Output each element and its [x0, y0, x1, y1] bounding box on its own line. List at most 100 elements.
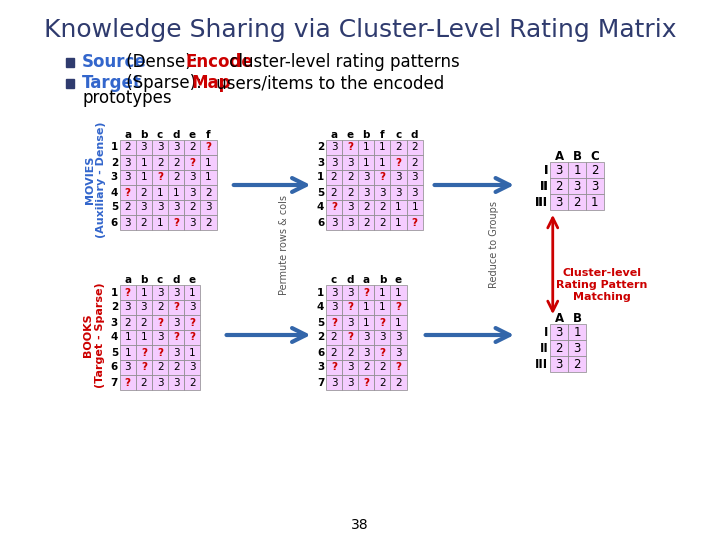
Text: 3: 3 [347, 158, 354, 167]
FancyBboxPatch shape [374, 170, 390, 185]
FancyBboxPatch shape [136, 285, 152, 300]
FancyBboxPatch shape [120, 140, 136, 155]
Text: 1: 1 [317, 287, 324, 298]
Text: 3: 3 [140, 202, 148, 213]
Text: 1: 1 [395, 318, 402, 327]
FancyBboxPatch shape [359, 140, 374, 155]
Text: 1: 1 [125, 333, 131, 342]
Text: 3: 3 [189, 218, 196, 227]
Text: ?: ? [157, 172, 163, 183]
FancyBboxPatch shape [168, 140, 184, 155]
FancyBboxPatch shape [550, 324, 568, 340]
Text: 3: 3 [157, 287, 163, 298]
FancyBboxPatch shape [550, 162, 568, 178]
FancyBboxPatch shape [120, 215, 136, 230]
FancyBboxPatch shape [359, 170, 374, 185]
Text: 1: 1 [395, 218, 402, 227]
FancyBboxPatch shape [152, 360, 168, 375]
FancyBboxPatch shape [184, 285, 200, 300]
Text: 3: 3 [330, 302, 337, 313]
Text: e: e [189, 130, 196, 140]
FancyBboxPatch shape [200, 170, 217, 185]
FancyBboxPatch shape [168, 185, 184, 200]
Text: 3: 3 [395, 348, 402, 357]
Text: 3: 3 [555, 195, 563, 208]
FancyBboxPatch shape [342, 330, 359, 345]
Text: 3: 3 [173, 318, 179, 327]
FancyBboxPatch shape [184, 300, 200, 315]
FancyBboxPatch shape [359, 185, 374, 200]
Text: 3: 3 [330, 158, 337, 167]
FancyBboxPatch shape [586, 162, 604, 178]
FancyBboxPatch shape [152, 300, 168, 315]
Text: 1: 1 [189, 287, 196, 298]
Text: ?: ? [125, 377, 131, 388]
Text: 3: 3 [140, 143, 148, 152]
Text: ?: ? [189, 318, 195, 327]
Text: ?: ? [395, 302, 402, 313]
FancyBboxPatch shape [359, 155, 374, 170]
Text: 3: 3 [157, 377, 163, 388]
FancyBboxPatch shape [342, 375, 359, 390]
Text: 3: 3 [173, 202, 179, 213]
Text: B: B [572, 151, 582, 164]
Text: 3: 3 [363, 187, 369, 198]
Text: 3: 3 [125, 362, 131, 373]
Text: ?: ? [412, 218, 418, 227]
FancyBboxPatch shape [390, 300, 407, 315]
FancyBboxPatch shape [136, 155, 152, 170]
Text: ?: ? [189, 158, 195, 167]
Text: 2: 2 [157, 158, 163, 167]
Text: 3: 3 [125, 172, 131, 183]
Text: Source: Source [82, 53, 147, 71]
FancyBboxPatch shape [326, 200, 342, 215]
Text: 2: 2 [140, 218, 148, 227]
Text: 3: 3 [411, 172, 418, 183]
FancyBboxPatch shape [342, 170, 359, 185]
FancyBboxPatch shape [152, 200, 168, 215]
FancyBboxPatch shape [152, 140, 168, 155]
FancyBboxPatch shape [390, 185, 407, 200]
Text: 1: 1 [111, 143, 118, 152]
Text: ?: ? [189, 333, 195, 342]
Text: 2: 2 [411, 143, 418, 152]
FancyBboxPatch shape [568, 194, 586, 210]
FancyBboxPatch shape [407, 215, 423, 230]
FancyBboxPatch shape [120, 300, 136, 315]
FancyBboxPatch shape [136, 215, 152, 230]
Text: 3: 3 [395, 333, 402, 342]
Text: 2: 2 [189, 202, 196, 213]
FancyBboxPatch shape [120, 155, 136, 170]
FancyBboxPatch shape [168, 155, 184, 170]
Text: 3: 3 [379, 187, 386, 198]
Text: 7: 7 [111, 377, 118, 388]
Text: 2: 2 [173, 362, 179, 373]
FancyBboxPatch shape [374, 315, 390, 330]
Text: a: a [125, 275, 131, 285]
Text: users/items to the encoded: users/items to the encoded [211, 74, 444, 92]
Text: ?: ? [141, 362, 147, 373]
Text: d: d [173, 275, 180, 285]
Text: 1: 1 [363, 158, 369, 167]
FancyBboxPatch shape [342, 155, 359, 170]
FancyBboxPatch shape [342, 185, 359, 200]
Text: 1: 1 [363, 143, 369, 152]
Text: 1: 1 [379, 143, 386, 152]
Text: ?: ? [125, 287, 131, 298]
Text: 1: 1 [363, 318, 369, 327]
Text: d: d [411, 130, 418, 140]
Text: 2: 2 [189, 143, 196, 152]
Text: 7: 7 [317, 377, 324, 388]
FancyBboxPatch shape [390, 360, 407, 375]
Text: 2: 2 [347, 187, 354, 198]
FancyBboxPatch shape [359, 315, 374, 330]
Text: ?: ? [395, 362, 402, 373]
Text: 3: 3 [591, 179, 598, 192]
Text: c: c [331, 275, 337, 285]
Text: 2: 2 [205, 187, 212, 198]
Text: 3: 3 [363, 333, 369, 342]
Text: 3: 3 [363, 172, 369, 183]
Text: ?: ? [141, 348, 147, 357]
Text: 3: 3 [125, 158, 131, 167]
Text: 2: 2 [379, 377, 386, 388]
